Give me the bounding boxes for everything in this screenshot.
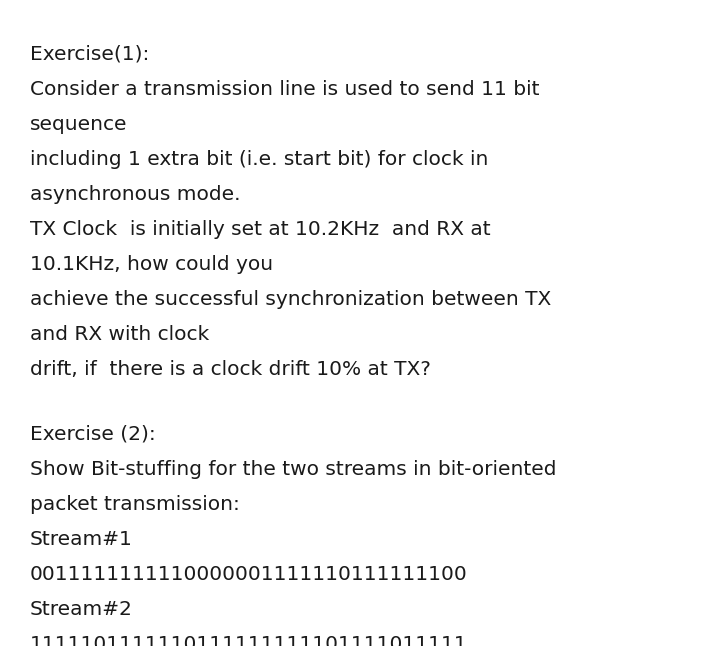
Text: 10.1KHz, how could you: 10.1KHz, how could you [30, 255, 273, 274]
Text: Show Bit-stuffing for the two streams in bit-oriented: Show Bit-stuffing for the two streams in… [30, 460, 557, 479]
Text: and RX with clock: and RX with clock [30, 325, 209, 344]
Text: 0011111111110000001111110111111100: 0011111111110000001111110111111100 [30, 565, 468, 584]
Text: packet transmission:: packet transmission: [30, 495, 240, 514]
Text: achieve the successful synchronization between TX: achieve the successful synchronization b… [30, 290, 551, 309]
Text: including 1 extra bit (i.e. start bit) for clock in: including 1 extra bit (i.e. start bit) f… [30, 150, 488, 169]
Text: Consider a transmission line is used to send 11 bit: Consider a transmission line is used to … [30, 80, 539, 99]
Text: Exercise (2):: Exercise (2): [30, 425, 156, 444]
Text: drift, if  there is a clock drift 10% at TX?: drift, if there is a clock drift 10% at … [30, 360, 431, 379]
Text: asynchronous mode.: asynchronous mode. [30, 185, 240, 204]
Text: Stream#1: Stream#1 [30, 530, 133, 549]
Text: 1111101111110111111111101111011111: 1111101111110111111111101111011111 [30, 635, 468, 646]
Text: Exercise(1):: Exercise(1): [30, 45, 150, 64]
Text: TX Clock  is initially set at 10.2KHz  and RX at: TX Clock is initially set at 10.2KHz and… [30, 220, 490, 239]
Text: Stream#2: Stream#2 [30, 600, 133, 619]
Text: sequence: sequence [30, 115, 127, 134]
